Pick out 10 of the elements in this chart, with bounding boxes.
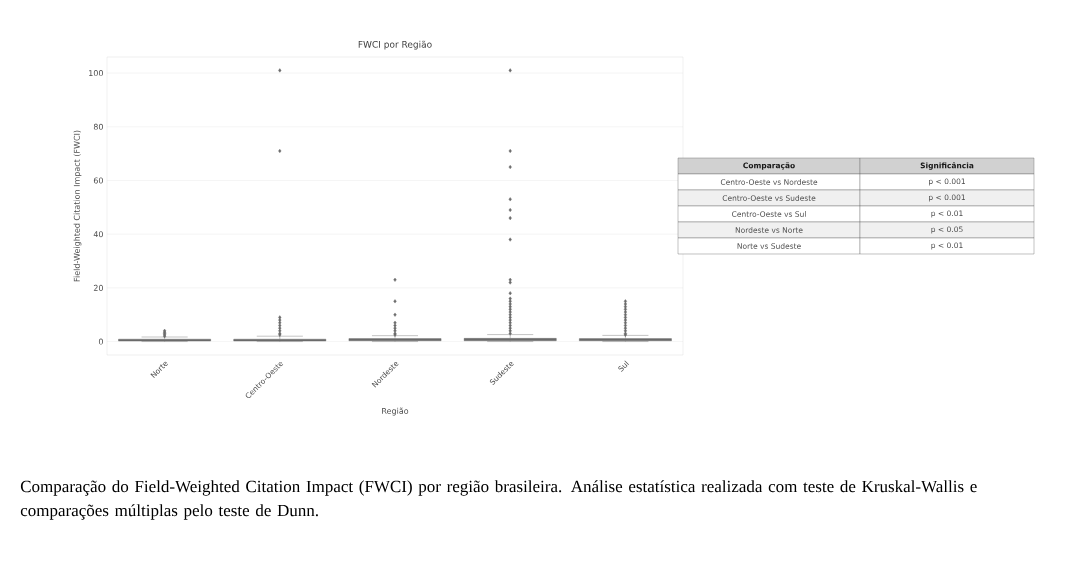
text: Comparação do Field-Weighted Citation Impact (FWCI) por região brasileira. Análise estatística realizada com teste de Kruskal-Wallis e comparações múltiplas pelo teste de Dunn. <box>20 480 977 520</box>
y-tick-label: 20 <box>93 284 103 291</box>
y-tick-label: 0 <box>98 338 103 345</box>
y-tick-label: 60 <box>93 177 103 184</box>
x-axis-title: Região <box>382 407 409 416</box>
y-axis-title: Field-Weighted Citation Impact (FWCI) <box>73 130 82 282</box>
y-tick-label: 80 <box>93 123 103 130</box>
y-tick-label: 40 <box>93 231 103 238</box>
chart-title: FWCI por Região <box>358 40 432 50</box>
y-tick-label: 100 <box>89 70 103 77</box>
